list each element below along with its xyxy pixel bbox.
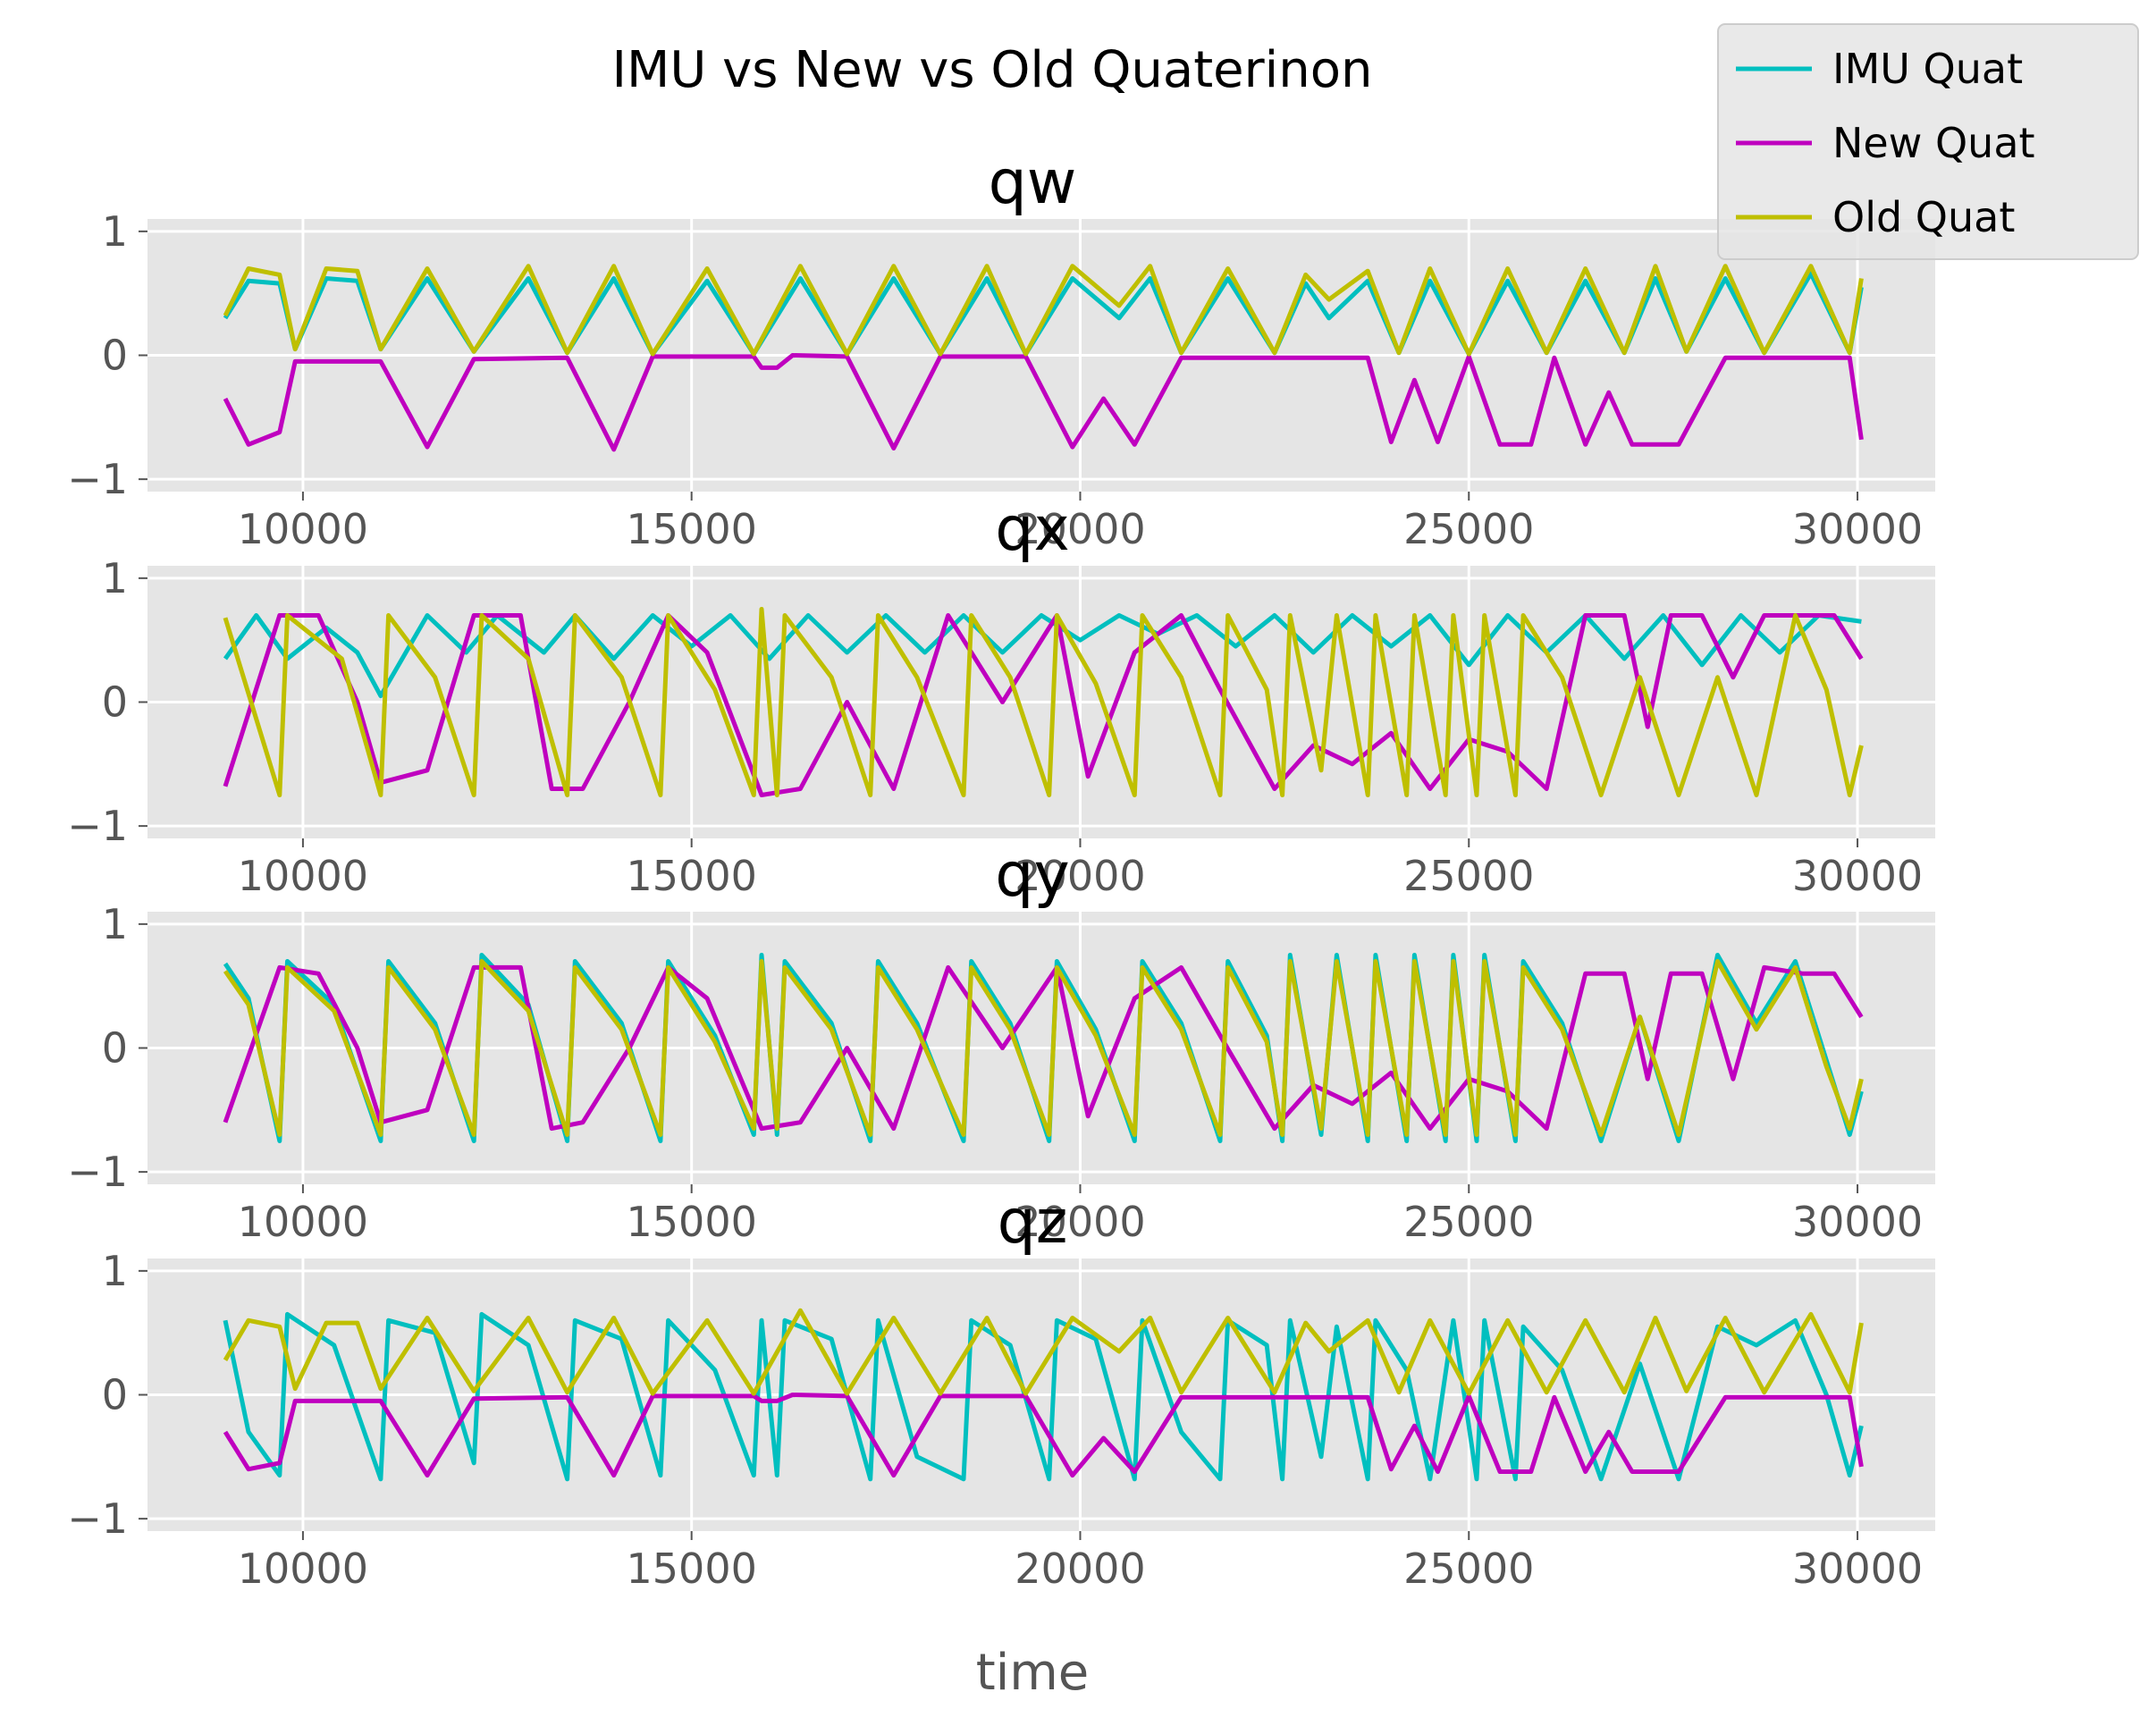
x-tick-label: 15000 <box>627 852 757 900</box>
y-tick-label: 0 <box>102 1371 128 1419</box>
x-tick-label: 25000 <box>1403 1198 1534 1246</box>
x-tick-label: 20000 <box>1015 505 1145 553</box>
x-tick-label: 30000 <box>1792 852 1923 900</box>
series-line-new-qw <box>223 353 1864 452</box>
x-tick-label: 30000 <box>1792 505 1923 553</box>
series-line-old-qx <box>223 607 1864 797</box>
subplot-title-qx: qx <box>995 494 1069 565</box>
subplot-title-qy: qy <box>995 840 1069 911</box>
series-line-old-qw <box>223 264 1864 357</box>
figure-title: IMU vs New vs Old Quaterinon <box>612 41 1373 99</box>
x-tick-label: 20000 <box>1015 1198 1145 1246</box>
legend-box <box>1717 23 2139 260</box>
x-tick-label: 15000 <box>627 1545 757 1593</box>
x-tick-label: 30000 <box>1792 1198 1923 1246</box>
y-tick-label: −1 <box>67 1148 128 1196</box>
x-tick-label: 20000 <box>1015 1545 1145 1593</box>
x-axis-label: time <box>976 1644 1090 1702</box>
series-line-old-qz <box>223 1308 1864 1396</box>
subplot-title-qz: qz <box>998 1187 1068 1258</box>
subplot-qx: 10000 15000 20000 25000 30000 −1 0 1 <box>67 554 1935 900</box>
legend-label: Old Quat <box>1832 193 2015 241</box>
x-tick-label: 10000 <box>238 1545 368 1593</box>
x-tick-label: 10000 <box>238 505 368 553</box>
y-tick-label: 1 <box>102 554 128 602</box>
subplot-qz: 10000 15000 20000 25000 30000 −1 0 1 <box>67 1247 1935 1593</box>
legend: IMU Quat New Quat Old Quat <box>1717 23 2139 260</box>
y-tick-label: −1 <box>67 802 128 850</box>
y-tick-label: −1 <box>67 455 128 503</box>
x-tick-label: 20000 <box>1015 852 1145 900</box>
subplot-title-qw: qw <box>989 147 1077 218</box>
legend-label: New Quat <box>1832 119 2035 167</box>
x-tick-label: 10000 <box>238 1198 368 1246</box>
series-line-new-qz <box>223 1393 1864 1478</box>
x-tick-label: 15000 <box>627 1198 757 1246</box>
x-tick-label: 25000 <box>1403 1545 1534 1593</box>
x-tick-label: 25000 <box>1403 852 1534 900</box>
x-tick-label: 30000 <box>1792 1545 1923 1593</box>
series-line-imu-qx <box>223 613 1862 699</box>
series-line-old-qy <box>223 959 1864 1137</box>
series-line-imu-qz <box>223 1311 1864 1482</box>
y-tick-label: 1 <box>102 900 128 948</box>
y-tick-label: 0 <box>102 332 128 380</box>
x-tick-label: 10000 <box>238 852 368 900</box>
x-tick-label: 15000 <box>627 505 757 553</box>
subplot-qw: 10000 15000 20000 25000 30000 −1 0 1 <box>67 207 1935 553</box>
series-line-new-qy <box>223 964 1864 1132</box>
y-tick-label: −1 <box>67 1494 128 1543</box>
x-tick-label: 25000 <box>1403 505 1534 553</box>
y-tick-label: 1 <box>102 207 128 256</box>
subplot-qy: 10000 15000 20000 25000 30000 −1 0 1 <box>67 900 1935 1246</box>
y-tick-label: 0 <box>102 1024 128 1073</box>
legend-label: IMU Quat <box>1832 45 2023 93</box>
y-tick-label: 1 <box>102 1247 128 1295</box>
subplots: 10000 15000 20000 25000 30000 −1 0 1 10000 15000 2… <box>67 147 1935 1593</box>
y-tick-label: 0 <box>102 678 128 727</box>
